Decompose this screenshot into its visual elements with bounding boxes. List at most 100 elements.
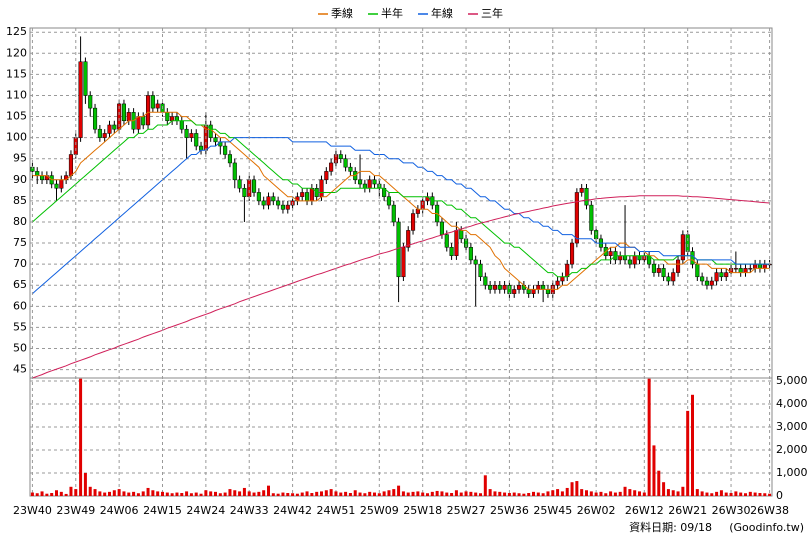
volume-bar	[136, 493, 140, 496]
volume-bar	[30, 492, 34, 496]
candle-body	[126, 112, 131, 122]
volume-bar	[146, 487, 150, 496]
y-tick-label: 90	[13, 173, 27, 186]
candle-body	[271, 196, 276, 202]
volume-bar	[64, 493, 68, 496]
y-tick-label: 45	[13, 363, 27, 376]
volume-bar	[93, 489, 97, 496]
y-tick-label: 0	[776, 489, 783, 502]
y-tick-label: 105	[6, 110, 27, 123]
volume-bar	[618, 491, 622, 496]
volume-bar	[758, 493, 762, 496]
legend-label: 年線	[431, 6, 453, 20]
candle-body	[343, 158, 348, 168]
candle-body	[309, 187, 314, 202]
volume-bar	[541, 493, 545, 496]
candle-body	[319, 179, 324, 197]
volume-bar	[218, 493, 222, 496]
candle-body	[661, 268, 666, 278]
volume-bar	[575, 481, 579, 496]
volume-bar	[242, 487, 246, 496]
volume-bar	[536, 492, 540, 496]
volume-bar	[546, 491, 550, 496]
x-tick-label: 25W36	[490, 504, 529, 517]
x-tick-label: 26W30	[712, 504, 751, 517]
candle-body	[59, 179, 64, 189]
candle-body	[695, 263, 700, 278]
volume-bar	[295, 493, 299, 496]
volume-bar	[599, 491, 603, 496]
candle-body	[666, 276, 671, 282]
candle-body	[276, 200, 281, 206]
volume-bar	[498, 491, 502, 496]
y-tick-label: 100	[6, 131, 27, 144]
ma-line	[32, 137, 770, 295]
candle-body	[478, 263, 483, 278]
candle-body	[78, 61, 83, 138]
x-tick-label: 24W51	[317, 504, 356, 517]
legend: 季線 半年 年線 三年	[318, 6, 503, 20]
candle-body	[208, 124, 213, 138]
volume-bar	[729, 493, 733, 496]
candle-body	[155, 103, 160, 109]
x-tick-label: 26W02	[577, 504, 616, 517]
volume-bar	[310, 493, 314, 496]
candle-body	[579, 187, 584, 193]
volume-bar	[507, 493, 511, 496]
candle-body	[266, 196, 271, 206]
candle-body	[88, 95, 93, 109]
ma-line	[32, 120, 770, 278]
volume-bar	[503, 492, 507, 496]
volume-bar	[204, 490, 208, 496]
volume-bar	[353, 490, 357, 496]
volume-bar	[647, 378, 651, 496]
candle-body	[632, 255, 637, 265]
candle-body	[54, 183, 59, 189]
candle-body	[748, 268, 753, 270]
volume-bar	[170, 493, 174, 496]
volume-bar	[440, 491, 444, 496]
volume-bar	[377, 493, 381, 496]
volume-bar	[426, 493, 429, 496]
volume-bar	[252, 492, 256, 496]
y-tick-label: 3,000	[776, 420, 808, 433]
volume-bar	[512, 492, 516, 496]
volume-bar	[233, 490, 237, 496]
candle-body	[391, 204, 396, 223]
candle-body	[83, 61, 88, 96]
volume-bar	[657, 470, 661, 496]
candle-body	[459, 230, 464, 240]
volume-bar	[474, 492, 478, 496]
volume-bar	[373, 492, 376, 496]
candle-body	[242, 187, 247, 197]
candle-body	[545, 289, 551, 294]
candle-body	[401, 247, 406, 278]
date-label: 資料日期: 09/18	[629, 520, 712, 534]
volume-bar	[435, 490, 439, 496]
candle-body	[473, 259, 478, 265]
y-tick-label: 5,000	[776, 374, 808, 387]
volume-bar	[604, 493, 608, 496]
volume-bar	[209, 491, 213, 496]
y-tick-label: 60	[13, 299, 27, 312]
volume-bar	[479, 493, 482, 496]
volume-bar	[344, 491, 348, 496]
candle-body	[531, 289, 536, 294]
volume-bar	[734, 491, 738, 496]
y-tick-label: 65	[13, 278, 27, 291]
volume-bar	[141, 491, 145, 496]
volume-bar	[459, 492, 463, 496]
volume-bar	[551, 490, 555, 496]
volume-bar	[642, 492, 646, 496]
volume-bar	[705, 492, 709, 496]
volume-bar	[262, 490, 266, 496]
volume-bar	[324, 490, 328, 496]
candle-body	[516, 284, 522, 290]
candle-body	[637, 255, 642, 261]
candle-body	[184, 128, 189, 138]
volume-bar	[305, 491, 309, 496]
candle-body	[700, 276, 705, 282]
volume-bar	[397, 485, 401, 496]
candle-body	[618, 255, 623, 261]
volume-bar	[609, 491, 613, 496]
